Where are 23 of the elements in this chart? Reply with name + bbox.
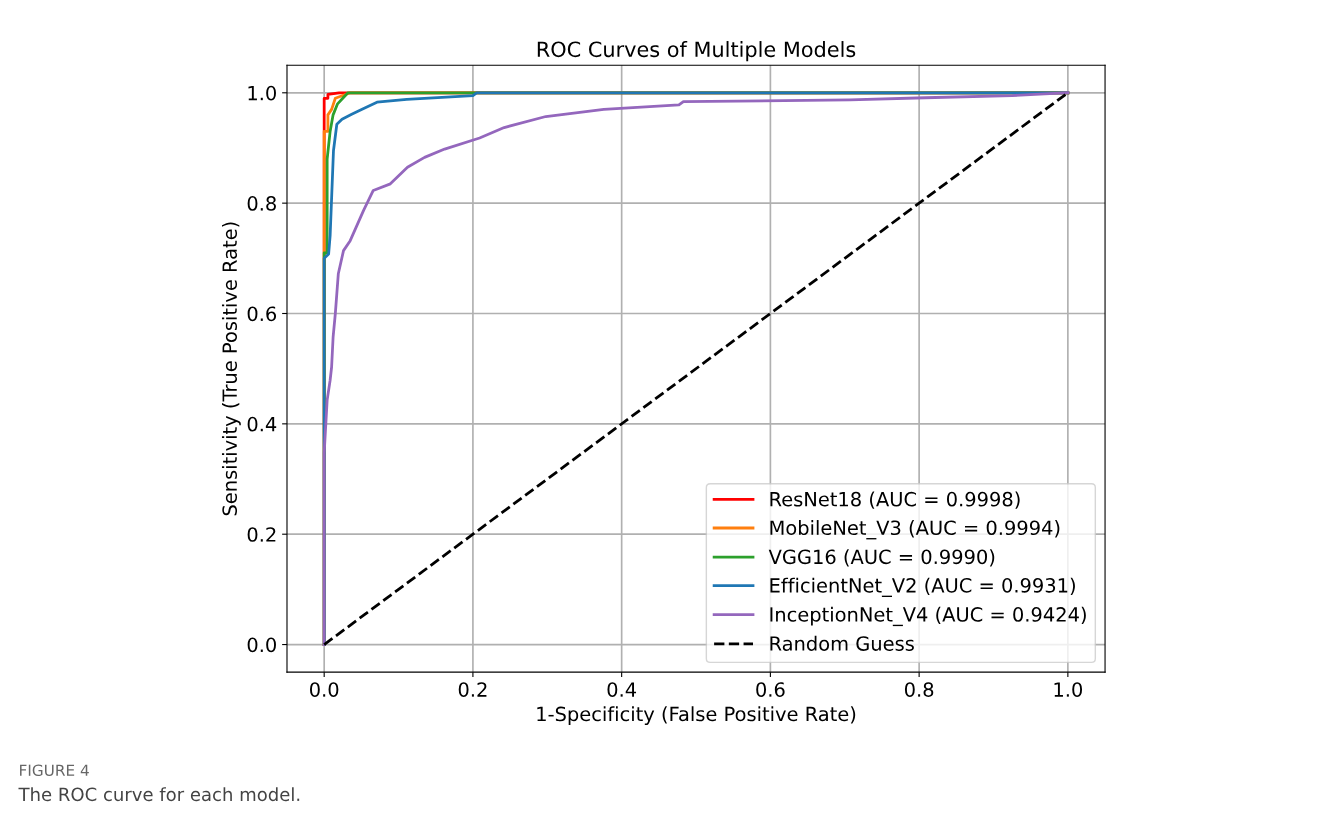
y-tick-label: 0.6	[247, 306, 277, 322]
legend-label: Random Guess	[770, 635, 914, 651]
y-tick-label: 0.4	[247, 416, 277, 432]
x-tick-label: 0.8	[904, 682, 934, 697]
legend-label: EfficientNet_V2 (AUC = 0.9931)	[770, 577, 1075, 598]
text: The ROC curve for each model.	[18, 787, 300, 802]
y-tick-label: 0.8	[247, 196, 276, 211]
x-tick-label: 0.4	[607, 682, 637, 697]
x-tick-label: 0.0	[310, 682, 339, 697]
chart-title: ROC Curves of Multiple Models	[537, 41, 856, 62]
y-tick-label: 0.2	[247, 527, 276, 542]
x-axis-title: 1-Specificity (False Positive Rate)	[537, 706, 856, 726]
legend-label: VGG16 (AUC = 0.9990)	[768, 549, 995, 567]
legend-label: ResNet18 (AUC = 0.9998)	[770, 491, 1020, 509]
y-tick-label: 0.0	[247, 637, 276, 653]
y-tick-label: 1.0	[248, 85, 276, 101]
legend-label: MobileNet_V3 (AUC = 0.9994)	[770, 520, 1060, 540]
x-tick-label: 0.2	[458, 682, 487, 697]
x-tick-label: 0.6	[756, 682, 785, 697]
caption: FIGURE 4	[20, 764, 89, 777]
x-tick-label: 1.0	[1054, 682, 1083, 697]
y-axis-title: Sensitivity (True Positive Rate)	[221, 222, 241, 516]
legend-label: InceptionNet_V4 (AUC = 0.9424)	[770, 606, 1086, 627]
